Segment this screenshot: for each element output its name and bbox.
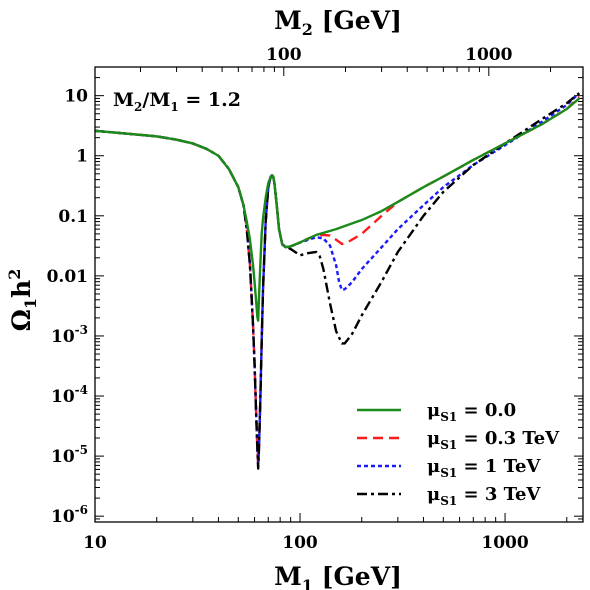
y-tick-label: 1 [76, 147, 88, 167]
y-tick-label: 10-5 [51, 443, 88, 467]
tick-marks [94, 66, 583, 523]
y-axis-title: Ω1h2 [5, 269, 40, 332]
top-x-axis-title: M2 [GeV] [274, 6, 402, 39]
y-tick-label: 10-3 [51, 323, 88, 347]
top-tick-label: 1000 [465, 45, 512, 65]
y-tick-label: 10-4 [51, 383, 88, 407]
y-tick-label: 10 [64, 87, 88, 107]
legend-label-4: μS1 = 3 TeV [427, 484, 541, 508]
legend: μS1 = 0.0 μS1 = 0.3 TeV μS1 = 1 TeV μS1 = 3… [357, 400, 560, 508]
y-tick-label: 10-6 [51, 503, 88, 527]
legend-label-3: μS1 = 1 TeV [427, 456, 541, 480]
x-tick-label: 10 [83, 533, 107, 553]
ratio-annotation: M2/M1 = 1.2 [113, 89, 241, 114]
top-tick-label: 100 [266, 45, 302, 65]
x-axis-title: M1 [GeV] [274, 562, 402, 590]
series-line-1 [94, 97, 580, 322]
y-tick-label: 0.1 [58, 207, 88, 227]
x-tick-label: 100 [282, 533, 318, 553]
y-tick-label: 0.01 [47, 267, 88, 287]
plot-frame [94, 66, 584, 523]
x-tick-label: 1000 [481, 533, 528, 553]
tick-labels: 10 100 1000 100 1000 10 1 0.1 0.01 10-3 10-4 10-5 10… [47, 45, 529, 553]
legend-label-1: μS1 = 0.0 [427, 400, 516, 424]
legend-label-2: μS1 = 0.3 TeV [427, 428, 560, 452]
series-lines [94, 92, 581, 470]
